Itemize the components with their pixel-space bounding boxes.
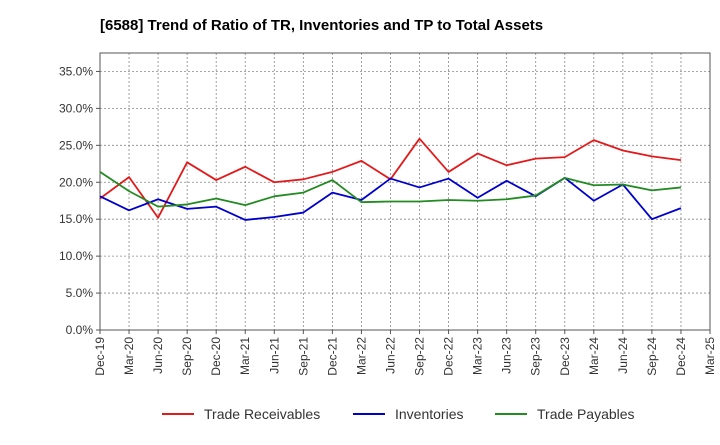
y-tick-label: 30.0% — [59, 101, 93, 115]
x-tick-label: Mar-24 — [587, 337, 601, 375]
series-layer — [99, 137, 682, 221]
x-tick-label: Sep-20 — [180, 337, 194, 376]
x-tick-label: Jun-23 — [500, 337, 514, 374]
x-tick-label: Dec-19 — [93, 337, 107, 376]
x-tick-label: Mar-21 — [238, 337, 252, 375]
y-tick-label: 10.0% — [59, 249, 93, 263]
x-tick-label: Jun-21 — [267, 337, 281, 374]
x-tick-label: Sep-24 — [645, 337, 659, 376]
x-tick-label: Dec-23 — [558, 337, 572, 376]
x-tick-label: Mar-20 — [122, 337, 136, 375]
chart-title: [6588] Trend of Ratio of TR, Inventories… — [100, 17, 543, 34]
x-tick-label: Mar-22 — [354, 337, 368, 375]
x-tick-label: Dec-21 — [325, 337, 339, 376]
y-tick-label: 15.0% — [59, 212, 93, 226]
x-tick-label: Sep-21 — [296, 337, 310, 376]
y-tick-label: 0.0% — [66, 323, 94, 337]
x-tick-label: Mar-23 — [471, 337, 485, 375]
x-tick-label: Dec-20 — [209, 337, 223, 376]
x-tick-label: Dec-22 — [442, 337, 456, 376]
x-tick-label: Dec-24 — [674, 337, 688, 376]
x-axis: Dec-19 Mar-20 Jun-20 Sep-20 Dec-20 Mar-21 Jun-… — [93, 330, 717, 376]
legend-label: Trade Payables — [537, 406, 635, 422]
y-axis: 0.0% 5.0% 10.0% 15.0% 20.0% 25.0% 30.0% 35.0% — [59, 64, 100, 337]
y-tick-label: 25.0% — [59, 138, 93, 152]
x-tick-label: Jun-22 — [383, 337, 397, 374]
x-tick-label: Sep-22 — [413, 337, 427, 376]
x-tick-label: Mar-25 — [703, 337, 717, 375]
legend-label: Inventories — [395, 406, 463, 422]
legend-label: Trade Receivables — [204, 406, 320, 422]
x-tick-label: Sep-23 — [529, 337, 543, 376]
y-tick-label: 5.0% — [66, 286, 94, 300]
series-line-3 — [99, 171, 682, 208]
series-line-2 — [99, 176, 682, 221]
x-tick-label: Jun-20 — [151, 337, 165, 374]
legend: Trade Receivables Inventories Trade Payabl… — [162, 406, 635, 422]
x-tick-label: Jun-24 — [616, 337, 630, 374]
plot-frame — [99, 52, 711, 331]
y-tick-label: 35.0% — [59, 64, 93, 78]
y-tick-label: 20.0% — [59, 175, 93, 189]
grid-layer — [100, 53, 710, 330]
